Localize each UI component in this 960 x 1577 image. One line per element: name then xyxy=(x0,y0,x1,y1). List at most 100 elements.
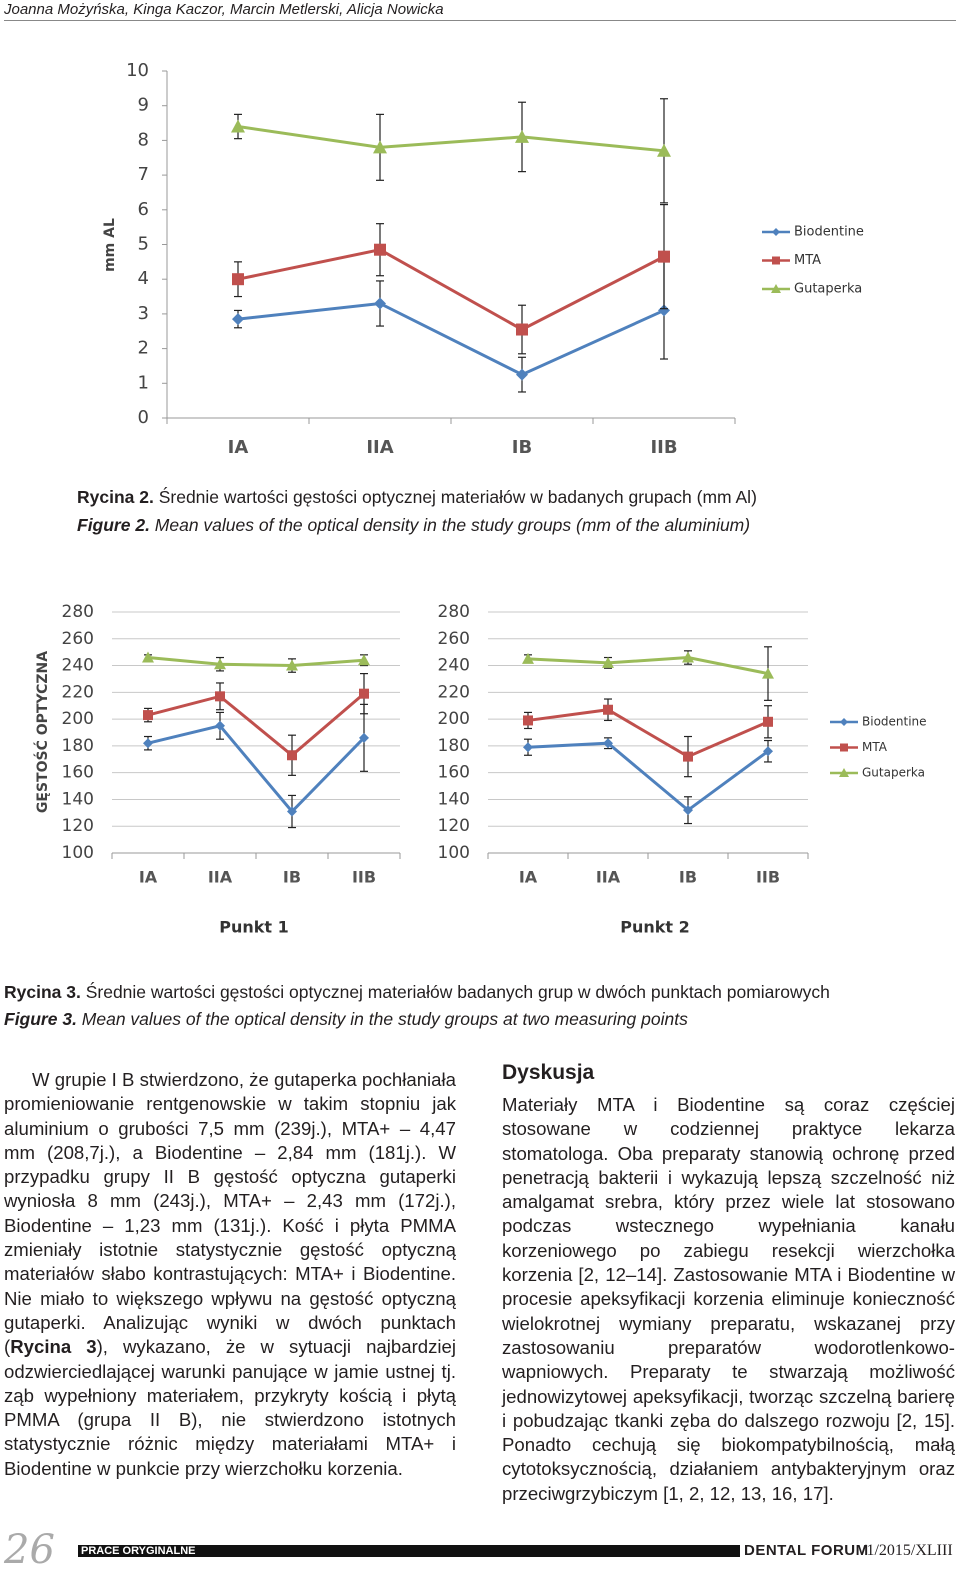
point xyxy=(286,659,298,671)
x-tick-label: IB xyxy=(283,868,301,887)
point xyxy=(840,718,848,726)
series-line xyxy=(147,724,366,814)
series-line xyxy=(527,708,769,759)
point xyxy=(374,243,386,256)
point xyxy=(215,720,225,731)
text: W grupie I B stwierdzono, że gutaperka p… xyxy=(4,1069,456,1358)
series-line xyxy=(237,301,665,377)
body-text: Materiały MTA i Biodentine są coraz częś… xyxy=(502,1094,955,1504)
point xyxy=(523,742,533,753)
y-tick-label: 4 xyxy=(138,268,149,289)
y-tick-label: 120 xyxy=(62,816,94,836)
journal-name: DENTAL FORUM xyxy=(744,1542,869,1559)
figure-ref: Rycina 3 xyxy=(10,1336,97,1358)
point xyxy=(523,715,533,726)
x-tick-label: IIB xyxy=(650,437,677,458)
series-line xyxy=(237,248,665,332)
point xyxy=(602,656,614,668)
y-tick-label: 0 xyxy=(138,407,149,428)
y-tick-label: 120 xyxy=(438,816,470,836)
x-axis-title: Punkt 2 xyxy=(620,918,690,937)
point xyxy=(771,284,781,293)
x-tick-label: IIA xyxy=(596,868,621,887)
y-tick-label: 140 xyxy=(438,789,470,809)
point xyxy=(840,743,848,752)
x-tick-label: IA xyxy=(519,868,538,887)
x-tick-label: IIB xyxy=(756,868,780,887)
point xyxy=(657,143,671,157)
y-tick-label: 280 xyxy=(438,602,470,622)
y-tick-label: 7 xyxy=(138,164,149,185)
point xyxy=(232,313,244,326)
caption-pl: Rycina 2. Średnie wartości gęstości opty… xyxy=(77,487,757,508)
y-tick-label: 280 xyxy=(62,602,94,622)
authors: Joanna Możyńska, Kinga Kaczor, Marcin Me… xyxy=(4,1,444,18)
y-tick-label: 200 xyxy=(438,709,470,729)
legend-label: MTA xyxy=(862,740,888,754)
legend-label: Gutaperka xyxy=(794,282,862,297)
y-tick-label: 3 xyxy=(138,303,149,324)
point xyxy=(214,658,226,670)
caption-label: Figure 2. xyxy=(77,515,150,535)
point xyxy=(763,746,773,757)
series-line xyxy=(147,692,365,758)
x-axis-title: Punkt 1 xyxy=(219,918,289,937)
issue: /1/2015/XLIII xyxy=(862,1542,953,1559)
page-number: 26 xyxy=(4,1527,55,1573)
caption-en: Figure 2. Mean values of the optical den… xyxy=(77,515,750,536)
point xyxy=(658,304,670,317)
body-text: W grupie I B stwierdzono, że gutaperka p… xyxy=(4,1068,456,1481)
caption-text: Mean values of the optical density in th… xyxy=(76,1009,688,1029)
point xyxy=(142,651,154,663)
point xyxy=(232,273,244,286)
point xyxy=(683,751,693,762)
legend-label: Gutaperka xyxy=(862,766,925,780)
point xyxy=(658,250,670,263)
y-tick-label: 240 xyxy=(438,656,470,676)
caption-label: Figure 3. xyxy=(4,1009,77,1029)
caption-label: Rycina 2. xyxy=(77,487,154,507)
y-tick-label: 9 xyxy=(138,95,149,116)
y-tick-label: 260 xyxy=(438,629,470,649)
x-tick-label: IA xyxy=(228,437,249,458)
y-tick-label: 10 xyxy=(126,60,149,81)
y-tick-label: 100 xyxy=(438,843,470,863)
y-tick-label: 220 xyxy=(62,682,94,702)
point xyxy=(143,738,153,749)
point xyxy=(839,768,849,777)
point xyxy=(603,704,613,715)
series-line xyxy=(147,656,365,668)
y-tick-label: 200 xyxy=(62,709,94,729)
y-tick-label: 180 xyxy=(438,736,470,756)
x-tick-label: IIA xyxy=(366,437,393,458)
point xyxy=(522,652,534,664)
caption-text: Mean values of the optical density in th… xyxy=(149,515,751,535)
point xyxy=(763,716,773,727)
point xyxy=(772,228,780,236)
point xyxy=(358,654,370,666)
point xyxy=(287,806,297,817)
caption-label: Rycina 3. xyxy=(4,982,81,1002)
point xyxy=(772,256,780,265)
caption-en: Figure 3. Mean values of the optical den… xyxy=(4,1009,688,1030)
y-tick-label: 140 xyxy=(62,789,94,809)
y-tick-label: 5 xyxy=(138,234,149,255)
y-tick-label: 240 xyxy=(62,656,94,676)
caption-text: Średnie wartości gęstości optycznej mate… xyxy=(153,487,757,507)
series-line xyxy=(237,125,665,153)
legend-label: Biodentine xyxy=(794,225,864,240)
point xyxy=(359,688,369,699)
series-line xyxy=(527,656,769,676)
point xyxy=(762,667,774,679)
section-heading: Dyskusja xyxy=(502,1061,595,1084)
point xyxy=(373,140,387,154)
point xyxy=(515,129,529,143)
figures: 0 1 2 3 4 5 6 7 8 9 10 IA IIA IB IIB mm AL Biodentine MTA… xyxy=(33,60,927,937)
point xyxy=(374,297,386,310)
series-line xyxy=(527,741,769,813)
caption-text: Średnie wartości gęstości optycznej mate… xyxy=(80,982,830,1002)
legend-label: Biodentine xyxy=(862,715,927,729)
point xyxy=(516,323,528,336)
point xyxy=(359,732,369,743)
